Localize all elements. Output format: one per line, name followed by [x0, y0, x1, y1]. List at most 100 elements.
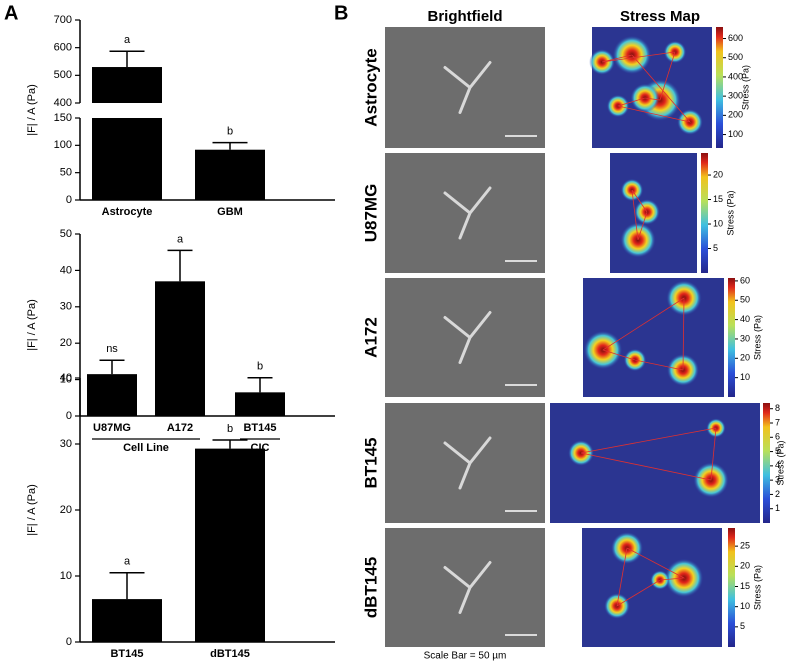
colorbar-tick-label: 6 — [775, 432, 780, 442]
colorbar-tick-label: 60 — [740, 275, 750, 285]
column-header: Brightfield — [428, 8, 503, 25]
x-tick-label: Astrocyte — [102, 206, 153, 218]
annotation: b — [257, 361, 263, 373]
colorbar-tick-label: 10 — [740, 372, 750, 382]
brightfield-image — [385, 278, 545, 397]
colorbar-tick-label: 30 — [740, 333, 750, 343]
colorbar-tick-label: 3 — [775, 475, 780, 485]
colorbar-tick-label: 25 — [740, 541, 750, 551]
bar — [155, 281, 205, 416]
panel-label: A — [4, 2, 18, 24]
colorbar-tick-label: 8 — [775, 403, 780, 413]
cell-contour — [580, 427, 717, 481]
y-tick-label: 600 — [54, 42, 72, 54]
x-tick-label: U87MG — [93, 422, 131, 434]
column-header: Stress Map — [620, 8, 700, 25]
colorbar-tick-label: 600 — [728, 33, 743, 43]
colorbar-tick-label: 100 — [728, 129, 743, 139]
y-tick-label: 100 — [54, 139, 72, 151]
x-tick-label: BT145 — [110, 648, 143, 660]
colorbar-label: Stress (Pa) — [752, 315, 762, 360]
colorbar — [701, 153, 708, 273]
y-tick-label: 400 — [54, 97, 72, 109]
colorbar-tick-label: 200 — [728, 110, 743, 120]
cell-contour — [602, 297, 685, 371]
y-tick-label: 0 — [66, 636, 72, 648]
row-label: dBT145 — [361, 557, 380, 618]
colorbar-label: Stress (Pa) — [725, 190, 735, 235]
y-tick-label: 40 — [60, 264, 72, 276]
panel-label: B — [334, 2, 348, 24]
colorbar — [728, 278, 735, 397]
colorbar-tick-label: 10 — [713, 218, 723, 228]
y-tick-label: 0 — [66, 410, 72, 422]
x-tick-label: BT145 — [243, 422, 276, 434]
cell-contour — [631, 189, 648, 241]
colorbar — [716, 27, 723, 148]
colorbar-tick-label: 5 — [740, 621, 745, 631]
y-tick-label: 500 — [54, 69, 72, 81]
colorbar-tick-label: 15 — [713, 194, 723, 204]
cell-outline — [443, 561, 492, 614]
bar — [235, 392, 285, 416]
cell-outline — [443, 311, 492, 364]
colorbar — [763, 403, 770, 523]
colorbar-tick-label: 7 — [775, 417, 780, 427]
y-tick-label: 50 — [60, 167, 72, 179]
annotation: a — [124, 34, 131, 46]
row-label: U87MG — [361, 184, 380, 243]
bar — [195, 149, 265, 200]
colorbar — [728, 528, 735, 647]
colorbar-label: Stress (Pa) — [775, 440, 785, 485]
colorbar-tick-label: 20 — [713, 169, 723, 179]
y-axis-label: |F| / A (Pa) — [26, 84, 38, 136]
y-axis-label: |F| / A (Pa) — [26, 484, 38, 536]
brightfield-image — [385, 27, 545, 148]
colorbar-tick-label: 4 — [775, 460, 780, 470]
colorbar-tick-label: 5 — [775, 446, 780, 456]
cell-outline — [443, 61, 492, 114]
annotation: b — [227, 423, 233, 435]
row-label: A172 — [361, 317, 380, 358]
annotation: b — [227, 126, 233, 138]
x-tick-label: dBT145 — [210, 648, 250, 660]
colorbar-tick-label: 20 — [740, 353, 750, 363]
colorbar-tick-label: 300 — [728, 91, 743, 101]
colorbar-label: Stress (Pa) — [740, 65, 750, 110]
cell-outline — [443, 186, 492, 240]
y-tick-label: 10 — [60, 374, 72, 386]
y-tick-label: 30 — [60, 438, 72, 450]
y-tick-label: 700 — [54, 14, 72, 26]
annotation: a — [124, 556, 131, 568]
colorbar-tick-label: 15 — [740, 581, 750, 591]
y-tick-label: 40 — [60, 372, 72, 384]
colorbar-tick-label: 10 — [740, 601, 750, 611]
bar — [92, 67, 162, 103]
x-tick-label: GBM — [217, 206, 243, 218]
y-tick-label: 20 — [60, 504, 72, 516]
x-tick-label: A172 — [167, 422, 193, 434]
colorbar-tick-label: 50 — [740, 295, 750, 305]
colorbar-tick-label: 500 — [728, 52, 743, 62]
y-tick-label: 30 — [60, 301, 72, 313]
brightfield-image — [385, 403, 545, 523]
y-tick-label: 50 — [60, 228, 72, 240]
bar — [92, 118, 162, 200]
colorbar-tick-label: 40 — [740, 314, 750, 324]
colorbar-tick-label: 2 — [775, 489, 780, 499]
brightfield-image — [385, 528, 545, 647]
cell-contour — [601, 51, 692, 123]
y-tick-label: 20 — [60, 337, 72, 349]
y-tick-label: 0 — [66, 194, 72, 206]
cell-contour — [616, 547, 686, 607]
group-label: Cell Line — [123, 442, 169, 454]
bar — [195, 448, 265, 642]
row-label: Astrocyte — [361, 48, 380, 126]
brightfield-image — [385, 153, 545, 273]
row-label: BT145 — [361, 437, 380, 488]
cell-outline — [443, 436, 492, 490]
y-tick-label: 10 — [60, 570, 72, 582]
colorbar-label: Stress (Pa) — [752, 565, 762, 610]
bar — [87, 374, 137, 416]
